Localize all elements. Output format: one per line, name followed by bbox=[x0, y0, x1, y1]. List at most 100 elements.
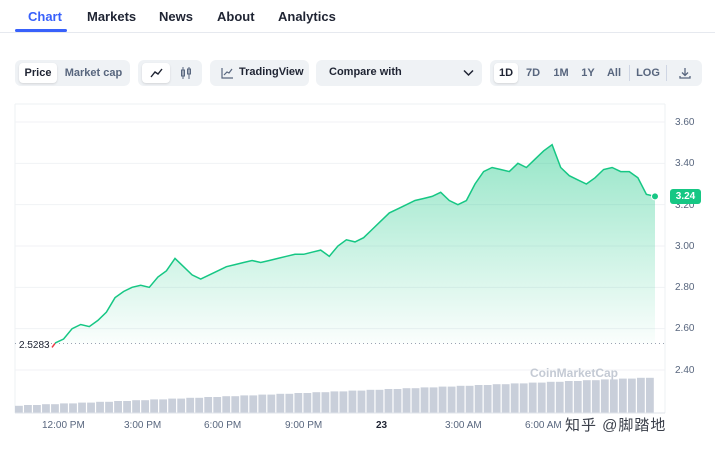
download-icon bbox=[679, 68, 691, 79]
price-area-fill bbox=[55, 144, 655, 344]
volume-bar bbox=[573, 381, 582, 413]
volume-bar bbox=[204, 397, 213, 413]
compare-with-select[interactable]: Compare with bbox=[316, 60, 482, 86]
y-tick-label: 3.20 bbox=[675, 200, 695, 211]
market-cap-toggle-button[interactable]: Market cap bbox=[64, 67, 123, 79]
volume-bar bbox=[69, 403, 77, 413]
volume-bar bbox=[276, 393, 285, 413]
y-tick-label: 3.60 bbox=[675, 117, 695, 128]
volume-bar bbox=[78, 402, 86, 413]
tab-about[interactable]: About bbox=[217, 9, 255, 24]
volume-bar bbox=[33, 405, 41, 413]
volume-bar bbox=[645, 377, 654, 413]
chart-type-toggle bbox=[138, 60, 202, 86]
tab-chart[interactable]: Chart bbox=[28, 9, 62, 24]
volume-bar bbox=[42, 404, 50, 413]
volume-bar bbox=[267, 394, 276, 413]
compare-with-label: Compare with bbox=[329, 66, 402, 78]
price-toggle-button[interactable]: Price bbox=[19, 63, 57, 83]
candlestick-button[interactable] bbox=[174, 63, 198, 83]
volume-bar bbox=[384, 389, 393, 413]
price-line bbox=[54, 143, 656, 344]
tradingview-label: TradingView bbox=[239, 66, 304, 78]
x-tick-label: 9:00 PM bbox=[285, 420, 323, 431]
volume-bar bbox=[546, 381, 555, 413]
volume-bar bbox=[222, 396, 231, 413]
volume-bar bbox=[429, 387, 438, 413]
current-price-badge: 3.24 bbox=[670, 189, 701, 204]
volume-bar bbox=[555, 381, 564, 413]
volume-bar bbox=[249, 395, 258, 413]
volume-bar bbox=[330, 391, 339, 413]
volume-bar bbox=[177, 398, 186, 413]
active-tab-indicator bbox=[15, 29, 67, 32]
range-7d-button[interactable]: 7D bbox=[525, 67, 541, 79]
volume-bar bbox=[447, 386, 456, 413]
log-scale-button[interactable]: LOG bbox=[636, 67, 660, 79]
y-tick-label: 2.40 bbox=[675, 365, 695, 376]
volume-bar bbox=[357, 390, 366, 413]
range-1y-button[interactable]: 1Y bbox=[581, 67, 595, 79]
volume-bar bbox=[492, 384, 501, 413]
volume-bar bbox=[411, 388, 420, 413]
x-tick-label: 6:00 PM bbox=[204, 420, 242, 431]
download-button[interactable] bbox=[672, 63, 698, 83]
y-tick-label: 2.80 bbox=[675, 282, 695, 293]
range-all-button[interactable]: All bbox=[606, 67, 622, 79]
volume-bar bbox=[483, 385, 492, 413]
volume-bar bbox=[591, 380, 600, 413]
volume-bar bbox=[258, 394, 267, 413]
volume-bar bbox=[285, 393, 294, 413]
volume-bar bbox=[15, 405, 23, 413]
volume-bar bbox=[618, 378, 627, 413]
volume-bar bbox=[348, 390, 357, 413]
tradingview-icon bbox=[221, 68, 233, 79]
price-line-down-segment bbox=[51, 343, 56, 348]
volume-bar bbox=[213, 397, 222, 413]
tab-bar: Chart Markets News About Analytics bbox=[0, 0, 715, 33]
volume-bar bbox=[564, 381, 573, 413]
chevron-down-icon bbox=[463, 69, 474, 77]
y-tick-label: 3.00 bbox=[675, 241, 695, 252]
range-1m-button[interactable]: 1M bbox=[553, 67, 569, 79]
volume-bar bbox=[375, 389, 384, 413]
candlestick-icon bbox=[181, 67, 191, 79]
line-chart-button[interactable] bbox=[142, 63, 170, 83]
volume-bar bbox=[609, 379, 618, 413]
y-tick-label: 3.40 bbox=[675, 158, 695, 169]
volume-bar bbox=[24, 405, 32, 413]
tradingview-button[interactable]: TradingView bbox=[210, 60, 309, 86]
volume-bar bbox=[303, 393, 312, 413]
toolbar-divider-2 bbox=[666, 65, 667, 81]
range-1d-button[interactable]: 1D bbox=[494, 63, 518, 83]
time-range-group: 1D 7D 1M 1Y All LOG bbox=[490, 60, 702, 86]
tab-news[interactable]: News bbox=[159, 9, 193, 24]
volume-bar bbox=[600, 379, 609, 413]
x-tick-label: 6:00 AM bbox=[525, 420, 562, 431]
volume-bar bbox=[51, 404, 59, 413]
volume-bar bbox=[123, 401, 131, 413]
volume-bar bbox=[438, 386, 447, 413]
price-marketcap-toggle: Price Market cap bbox=[15, 60, 130, 86]
volume-bar bbox=[168, 398, 177, 413]
volume-bar bbox=[105, 401, 113, 413]
volume-bar bbox=[636, 377, 645, 413]
volume-bar bbox=[366, 389, 375, 413]
tab-analytics[interactable]: Analytics bbox=[278, 9, 336, 24]
volume-bar bbox=[159, 399, 168, 413]
volume-bar bbox=[582, 380, 591, 413]
coinmarketcap-watermark: CoinMarketCap bbox=[530, 366, 619, 380]
volume-bar bbox=[60, 403, 68, 413]
volume-bar bbox=[420, 387, 429, 413]
volume-bar bbox=[195, 397, 204, 413]
open-price-label: 2.5283 bbox=[19, 340, 50, 351]
toolbar-divider bbox=[629, 65, 630, 81]
volume-bar bbox=[528, 382, 537, 413]
x-tick-label: 12:00 PM bbox=[42, 420, 85, 431]
volume-bar bbox=[186, 397, 195, 413]
volume-bar bbox=[141, 400, 150, 413]
x-tick-label: 3:00 PM bbox=[124, 420, 162, 431]
tab-markets[interactable]: Markets bbox=[87, 9, 137, 24]
volume-bar bbox=[339, 391, 348, 413]
